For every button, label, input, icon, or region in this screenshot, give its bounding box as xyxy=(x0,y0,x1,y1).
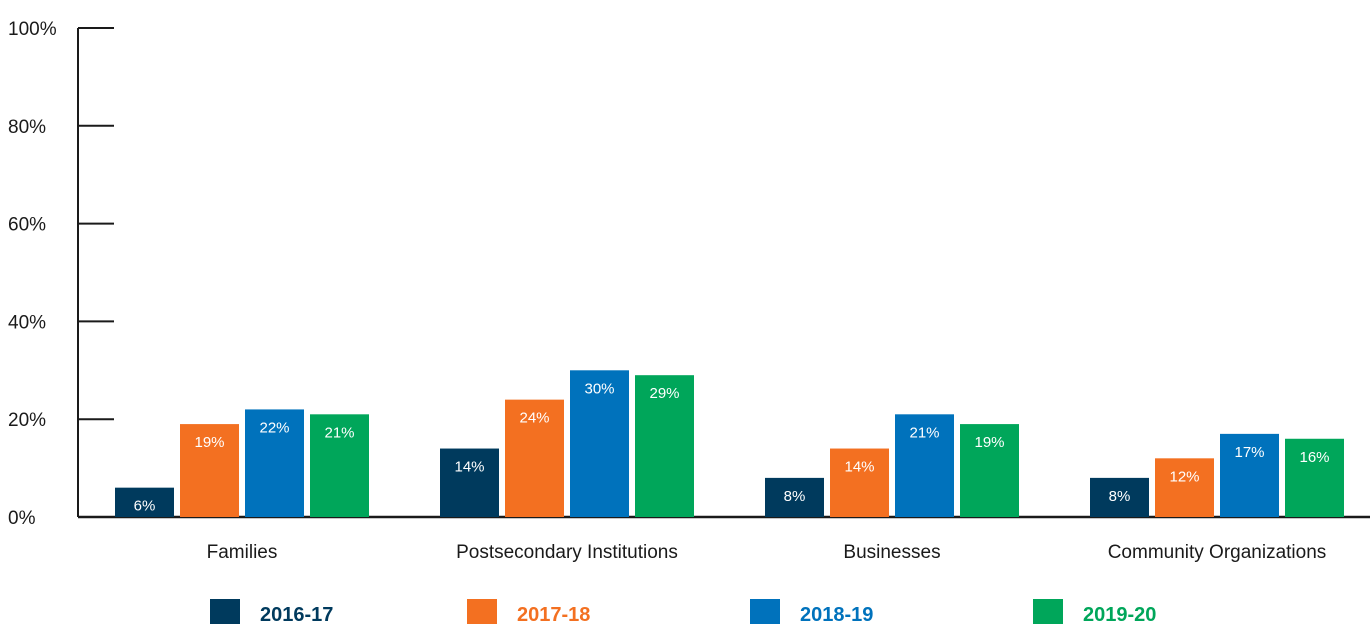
chart-legend: 2016-17 2017-18 2018-19 2019-20 xyxy=(210,599,1156,624)
bar xyxy=(895,414,954,517)
bar-value-label: 30% xyxy=(584,380,614,397)
bar xyxy=(245,409,304,517)
y-tick-label: 80% xyxy=(8,117,46,138)
bar-value-label: 12% xyxy=(1169,468,1199,485)
legend-label: 2016-17 xyxy=(260,604,333,624)
bar xyxy=(310,414,369,517)
y-tick-label: 0% xyxy=(8,508,36,529)
bar xyxy=(830,448,889,517)
x-category-label: Families xyxy=(207,542,278,563)
bar xyxy=(180,424,239,517)
bar-value-label: 6% xyxy=(134,498,156,515)
bar xyxy=(1220,433,1279,517)
bar xyxy=(1090,477,1149,517)
legend-swatch xyxy=(1033,599,1063,624)
bar-value-label: 19% xyxy=(974,434,1004,451)
bar-value-label: 21% xyxy=(909,424,939,441)
bar xyxy=(960,424,1019,517)
bar xyxy=(1155,458,1214,517)
bar xyxy=(115,487,174,517)
chart-bars: 6% 14% 8% 8% 19% 24% 14% 12% 22% 30% 21% 17% 21% 29% 1… xyxy=(115,370,1344,517)
bar xyxy=(1285,438,1344,517)
bar-value-label: 21% xyxy=(324,424,354,441)
y-tick-label: 20% xyxy=(8,410,46,431)
bar-value-label: 8% xyxy=(784,488,806,505)
bar xyxy=(765,477,824,517)
bar xyxy=(635,375,694,517)
bar-value-label: 8% xyxy=(1109,488,1131,505)
x-category-label: Postsecondary Institutions xyxy=(456,542,678,563)
bar-value-label: 22% xyxy=(259,419,289,436)
legend-swatch xyxy=(467,599,497,624)
legend-label: 2019-20 xyxy=(1083,604,1156,624)
bar xyxy=(440,448,499,517)
bar-value-label: 16% xyxy=(1299,449,1329,466)
bar-value-label: 29% xyxy=(649,385,679,402)
y-tick-label: 40% xyxy=(8,312,46,333)
bar-value-label: 17% xyxy=(1234,444,1264,461)
bar-value-label: 24% xyxy=(519,410,549,427)
chart-axes: 0% 20% 40% 60% 80% 100% Families Postsecondary … xyxy=(8,19,1370,563)
bar-value-label: 19% xyxy=(194,434,224,451)
legend-swatch xyxy=(750,599,780,624)
legend-label: 2017-18 xyxy=(517,604,590,624)
legend-label: 2018-19 xyxy=(800,604,873,624)
bar xyxy=(570,370,629,517)
bar-value-label: 14% xyxy=(844,459,874,476)
legend-swatch xyxy=(210,599,240,624)
y-tick-label: 100% xyxy=(8,19,57,40)
x-category-label: Businesses xyxy=(843,542,940,563)
y-tick-label: 60% xyxy=(8,215,46,236)
x-category-label: Community Organizations xyxy=(1108,542,1327,563)
bar xyxy=(505,399,564,517)
bar-value-label: 14% xyxy=(454,459,484,476)
